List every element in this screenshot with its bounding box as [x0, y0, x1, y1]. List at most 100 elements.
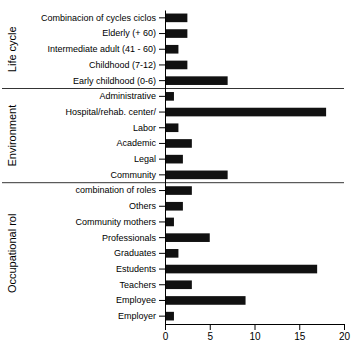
bar [165, 296, 246, 305]
y-tick: Early childhood (0-6) [73, 76, 165, 86]
y-tick-label: Intermediate adult (41 - 60) [47, 44, 156, 54]
bar [165, 312, 174, 321]
y-tick-label: Graduates [114, 248, 157, 258]
y-tick: Employer [118, 311, 165, 321]
groups: Life cycle Environment Occupational rol [2, 26, 344, 293]
y-tick: Elderly (+ 60) [102, 28, 165, 38]
y-tick-mark [159, 237, 165, 238]
y-tick-mark [159, 269, 165, 270]
y-tick: Community [110, 170, 165, 180]
group-separator [2, 88, 344, 89]
x-tick-label: 0 [163, 331, 169, 342]
y-tick-mark [159, 112, 165, 113]
y-tick-mark [159, 159, 165, 160]
x-tick-label: 20 [339, 331, 351, 342]
y-tick-label: Estudents [116, 264, 157, 274]
bars [165, 14, 326, 321]
y-tick-mark [159, 33, 165, 34]
bar [165, 233, 210, 242]
y-tick: Combinacion of cycles ciclos [41, 13, 165, 23]
x-tick-mark [255, 324, 256, 330]
plot: 0 5 10 15 20 Combinacion of cycles ciclos Elde… [41, 11, 351, 343]
bar [165, 171, 228, 180]
y-tick: Professionals [102, 233, 165, 243]
bar [165, 139, 192, 148]
bar [165, 29, 187, 38]
group-separator [2, 182, 344, 183]
y-tick-mark [159, 316, 165, 317]
y-tick: combination of roles [75, 185, 165, 195]
y-tick: Academic [116, 138, 165, 148]
x-tick: 5 [207, 324, 213, 342]
y-tick-label: Teachers [119, 280, 156, 290]
y-tick-mark [159, 284, 165, 285]
x-tick-label: 10 [249, 331, 261, 342]
y-tick: Legal [134, 154, 165, 164]
bar [165, 249, 178, 258]
y-tick-mark [159, 221, 165, 222]
y-tick-mark [159, 253, 165, 254]
bar [165, 280, 192, 289]
x-tick: 10 [249, 324, 261, 342]
bar [165, 186, 192, 195]
y-tick-label: Community mothers [75, 217, 156, 227]
bar [165, 108, 326, 117]
y-tick: Estudents [116, 264, 165, 274]
y-tick: Community mothers [75, 217, 165, 227]
y-tick: Teachers [119, 280, 165, 290]
y-tick-label: Employee [116, 295, 156, 305]
y-tick-label: Professionals [102, 233, 157, 243]
y-tick-mark [159, 49, 165, 50]
chart: 0 5 10 15 20 Combinacion of cycles ciclos Elde… [0, 0, 360, 348]
y-tick-label: Community [110, 170, 156, 180]
y-tick-label: combination of roles [75, 185, 156, 195]
x-axis-line [166, 325, 345, 331]
x-tick-mark [299, 324, 300, 330]
y-tick: Others [129, 201, 165, 211]
y-tick: Administrative [99, 91, 165, 101]
y-tick-label: Others [129, 201, 157, 211]
bar [165, 14, 187, 23]
x-tick-label: 15 [294, 331, 306, 342]
bar [165, 92, 174, 101]
x-axis: 0 5 10 15 20 [163, 324, 351, 342]
y-tick-mark [159, 96, 165, 97]
y-tick-label: Elderly (+ 60) [102, 28, 156, 38]
y-tick: Hospital/rehab. center/ [65, 107, 165, 117]
y-axis: Combinacion of cycles ciclos Elderly (+ 6… [41, 11, 166, 325]
y-tick-mark [159, 127, 165, 128]
x-tick-label: 5 [207, 331, 213, 342]
y-tick-mark [159, 190, 165, 191]
y-tick-mark [159, 174, 165, 175]
y-tick-mark [159, 64, 165, 65]
y-tick-label: Childhood (7-12) [89, 60, 156, 70]
x-tick-mark [344, 324, 345, 330]
y-tick-mark [159, 206, 165, 207]
bar [165, 155, 183, 164]
y-tick-label: Legal [134, 154, 156, 164]
y-tick-mark [159, 80, 165, 81]
y-tick-mark [159, 300, 165, 301]
group-label: Life cycle [6, 26, 18, 72]
x-tick: 0 [163, 324, 169, 342]
x-tick-mark [165, 324, 166, 330]
y-axis-line [165, 11, 166, 325]
y-tick-label: Labor [133, 123, 156, 133]
group-label: Environment [6, 105, 18, 167]
group-label: Occupational rol [6, 214, 18, 294]
y-tick-label: Combinacion of cycles ciclos [41, 13, 157, 23]
y-tick: Childhood (7-12) [89, 60, 165, 70]
bar [165, 265, 317, 274]
y-tick: Graduates [114, 248, 165, 258]
bar [165, 218, 174, 227]
y-tick-label: Hospital/rehab. center/ [65, 107, 156, 117]
y-tick-label: Early childhood (0-6) [73, 76, 156, 86]
y-tick-mark [159, 17, 165, 18]
bar [165, 202, 183, 211]
y-tick-label: Administrative [99, 91, 156, 101]
bar [165, 61, 187, 70]
y-tick-mark [159, 143, 165, 144]
bar [165, 76, 228, 85]
bar [165, 45, 178, 54]
x-tick: 20 [339, 324, 351, 342]
